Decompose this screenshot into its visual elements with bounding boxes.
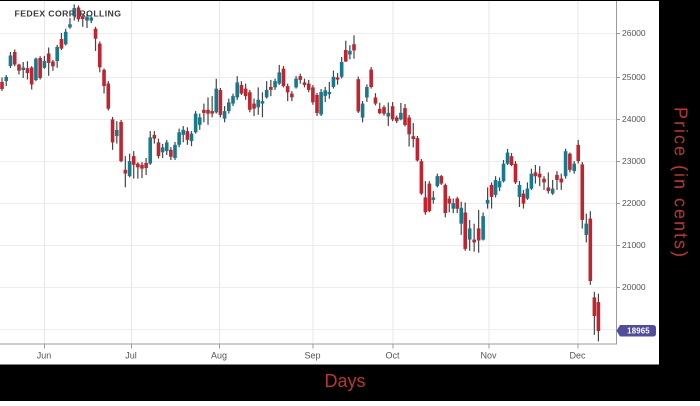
svg-text:24000: 24000: [622, 114, 646, 124]
svg-text:25000: 25000: [622, 72, 646, 82]
svg-text:Nov: Nov: [480, 351, 497, 361]
svg-text:22000: 22000: [622, 198, 646, 208]
svg-text:26000: 26000: [622, 28, 646, 38]
svg-text:Sep: Sep: [304, 351, 320, 361]
svg-text:Price (in cents): Price (in cents): [671, 107, 691, 259]
svg-text:Oct: Oct: [385, 351, 400, 361]
svg-text:21000: 21000: [622, 240, 646, 250]
svg-text:18965: 18965: [627, 327, 650, 336]
svg-text:Dec: Dec: [569, 351, 586, 361]
svg-text:Jun: Jun: [37, 351, 52, 361]
svg-text:FEDEX CORP, ROLLING: FEDEX CORP, ROLLING: [15, 9, 122, 19]
svg-text:20000: 20000: [622, 282, 646, 292]
svg-text:Aug: Aug: [211, 351, 227, 361]
svg-text:23000: 23000: [622, 156, 646, 166]
svg-text:Jul: Jul: [125, 351, 137, 361]
svg-text:Days: Days: [324, 371, 365, 391]
